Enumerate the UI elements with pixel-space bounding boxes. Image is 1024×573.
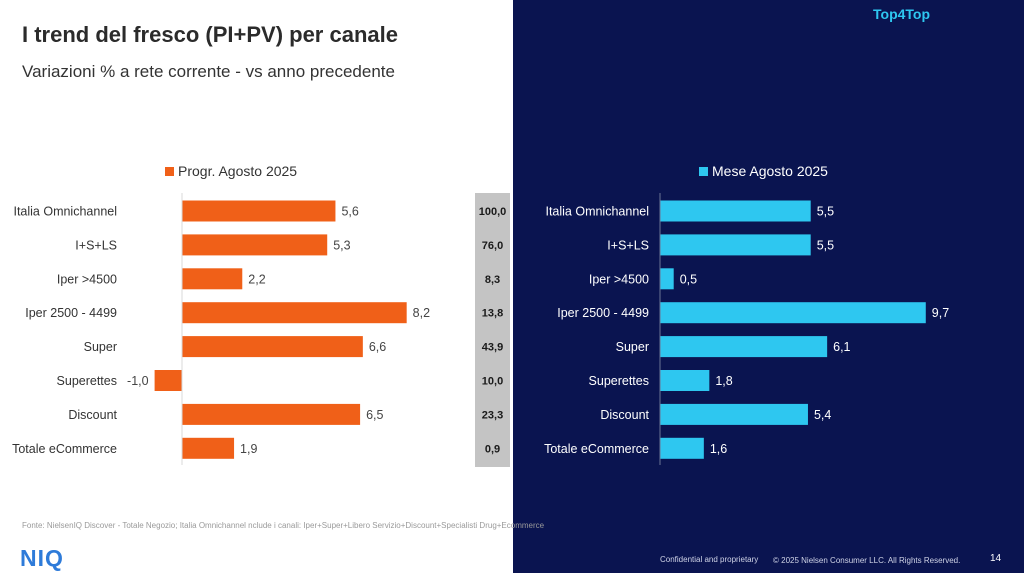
- bar-left: [182, 234, 328, 256]
- data-label-right: 5,5: [817, 205, 834, 219]
- category-label-right: Super: [616, 340, 649, 354]
- category-label-right: Iper >4500: [589, 272, 649, 286]
- share-value: 10,0: [482, 376, 503, 388]
- category-label-right: Discount: [600, 408, 649, 422]
- category-label-left: Totale eCommerce: [12, 442, 117, 456]
- data-label-right: 5,4: [814, 408, 831, 422]
- legend-swatch-right: [699, 166, 708, 176]
- copyright-note: © 2025 Nielsen Consumer LLC. All Rights …: [773, 556, 961, 565]
- legend-label-right: Mese Agosto 2025: [712, 163, 828, 179]
- bar-left: [154, 370, 182, 391]
- data-label-left: 6,5: [366, 408, 383, 422]
- source-footnote: Fonte: NielsenIQ Discover - Totale Negoz…: [22, 521, 545, 530]
- data-label-left: 2,2: [248, 272, 265, 286]
- category-label-left: Iper >4500: [57, 272, 117, 286]
- niq-logo: NIQ: [20, 545, 64, 571]
- category-label-right: Italia Omnichannel: [545, 205, 649, 219]
- data-label-right: 1,8: [715, 374, 732, 388]
- data-label-left: -1,0: [127, 374, 149, 388]
- data-label-left: 8,2: [413, 306, 430, 320]
- data-label-left: 6,6: [369, 340, 386, 354]
- legend-right: Mese Agosto 2025: [699, 163, 828, 179]
- category-label-left: I+S+LS: [75, 238, 117, 252]
- data-label-left: 5,3: [333, 238, 350, 252]
- data-label-right: 6,1: [833, 340, 850, 354]
- category-label-left: Discount: [68, 408, 117, 422]
- data-label-left: 1,9: [240, 442, 257, 456]
- share-value: 8,3: [485, 274, 500, 286]
- bar-right: [660, 437, 704, 459]
- share-value: 13,8: [482, 308, 503, 320]
- category-label-right: Iper 2500 - 4499: [557, 306, 649, 320]
- bar-right: [660, 302, 926, 324]
- bar-right: [660, 336, 828, 358]
- share-value: 0,9: [485, 443, 500, 455]
- data-label-right: 1,6: [710, 442, 727, 456]
- page-number: 14: [990, 553, 1002, 564]
- legend-swatch-left: [165, 166, 174, 176]
- bar-left: [182, 268, 243, 290]
- bar-right: [660, 234, 811, 256]
- share-value: 43,9: [482, 342, 503, 354]
- share-value: 23,3: [482, 409, 503, 421]
- data-label-right: 5,5: [817, 238, 834, 252]
- category-label-right: Superettes: [589, 374, 649, 388]
- page-title: I trend del fresco (PI+PV) per canale: [22, 22, 398, 47]
- page-subtitle: Variazioni % a rete corrente - vs anno p…: [22, 62, 395, 81]
- category-label-right: I+S+LS: [607, 238, 649, 252]
- category-label-left: Iper 2500 - 4499: [25, 306, 117, 320]
- right-panel-background: [513, 0, 1024, 573]
- share-value: 76,0: [482, 240, 503, 252]
- data-label-right: 9,7: [932, 306, 949, 320]
- data-label-right: 0,5: [680, 272, 697, 286]
- bar-right: [660, 200, 811, 222]
- bar-right: [660, 268, 674, 290]
- data-label-left: 5,6: [341, 205, 358, 219]
- confidential-note: Confidential and proprietary: [660, 555, 759, 564]
- bar-left: [182, 200, 336, 222]
- brand-tag: Top4Top: [873, 6, 931, 22]
- share-column-background: [475, 193, 510, 467]
- legend-label-left: Progr. Agosto 2025: [178, 163, 298, 179]
- category-label-left: Superettes: [57, 374, 117, 388]
- category-label-left: Italia Omnichannel: [13, 205, 117, 219]
- share-value: 100,0: [479, 206, 507, 218]
- bar-left: [182, 403, 361, 425]
- bar-right: [660, 370, 710, 391]
- category-label-right: Totale eCommerce: [544, 442, 649, 456]
- bar-left: [182, 302, 407, 324]
- category-label-left: Super: [84, 340, 117, 354]
- bar-right: [660, 403, 808, 425]
- bar-left: [182, 437, 235, 459]
- bar-left: [182, 336, 363, 358]
- legend-left: Progr. Agosto 2025: [165, 163, 297, 179]
